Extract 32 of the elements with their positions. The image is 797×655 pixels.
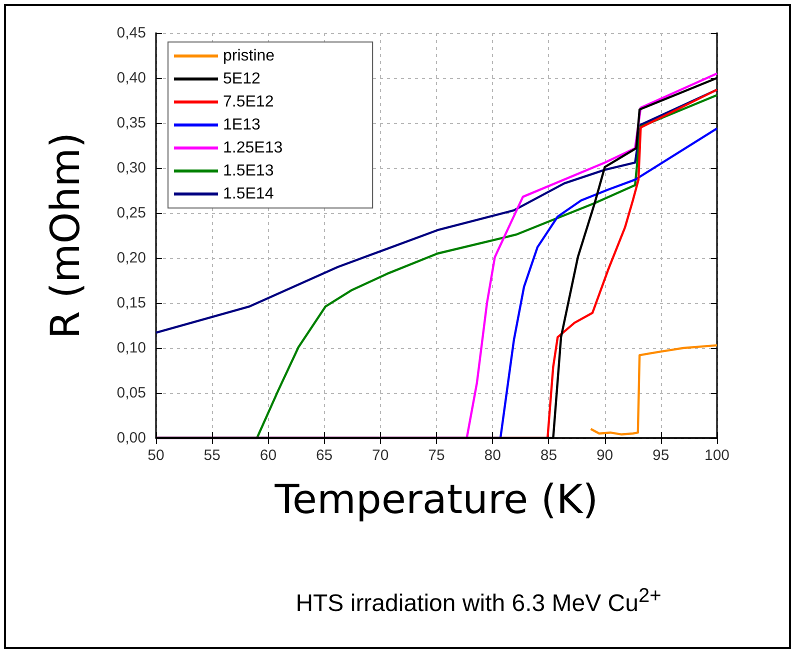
x-tick-label: 55 bbox=[204, 447, 220, 464]
y-tick-label: 0,45 bbox=[116, 24, 146, 42]
legend-label: pristine bbox=[223, 48, 275, 64]
y-tick-label: 0,30 bbox=[116, 160, 146, 176]
x-axis-title: Temperature (K) bbox=[274, 477, 598, 523]
line-series bbox=[590, 344, 718, 436]
x-tick-label: 95 bbox=[652, 447, 670, 464]
y-tick-label: 0,05 bbox=[116, 384, 146, 402]
x-tick-label: 100 bbox=[704, 447, 730, 464]
legend-label: 1.5E13 bbox=[223, 162, 274, 180]
legend-label: 7.5E12 bbox=[223, 94, 274, 110]
y-tick-label: 0,40 bbox=[116, 70, 146, 86]
legend-label: 1E13 bbox=[223, 116, 260, 134]
legend-label: 1.25E13 bbox=[223, 140, 283, 156]
y-tick-label: 0,10 bbox=[116, 340, 146, 356]
y-tick-label: 0,25 bbox=[116, 204, 146, 222]
x-tick-label: 90 bbox=[596, 447, 614, 464]
x-tick-label: 80 bbox=[484, 447, 501, 464]
y-tick-label: 0,20 bbox=[116, 250, 146, 266]
text: HTS irradiation with 6.3 MeV Cu$^{2+}$ bbox=[294, 585, 662, 618]
y-tick-label: 0,15 bbox=[116, 294, 146, 312]
x-tick-label: 65 bbox=[316, 447, 333, 464]
y-tick-label: 0,00 bbox=[116, 430, 146, 446]
legend-label: 5E12 bbox=[223, 70, 260, 88]
x-tick-label: 85 bbox=[540, 447, 558, 464]
x-tick-label: 75 bbox=[428, 447, 445, 464]
x-tick-label: 70 bbox=[372, 447, 389, 464]
legend-label: 1.5E14 bbox=[223, 186, 274, 202]
y-axis-title: R (mOhm) bbox=[43, 132, 89, 339]
x-tick-label: 50 bbox=[148, 447, 164, 464]
y-tick-label: 0,35 bbox=[116, 114, 146, 132]
x-tick-label: 60 bbox=[260, 447, 277, 464]
